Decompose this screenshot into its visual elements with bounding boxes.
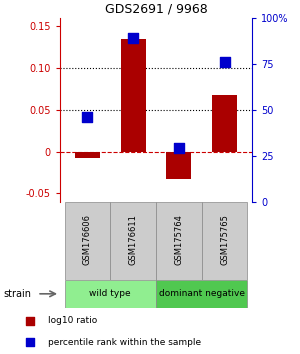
Bar (212, 95, 237, 152)
Text: dominant negative: dominant negative (159, 289, 245, 298)
Text: wild type: wild type (89, 289, 131, 298)
Bar (166, 152, 191, 179)
Text: strain: strain (3, 289, 31, 299)
Text: log10 ratio: log10 ratio (48, 316, 97, 325)
Bar (156, 202, 202, 280)
Text: GSM176606: GSM176606 (83, 214, 92, 265)
Text: GSM175764: GSM175764 (174, 214, 183, 264)
Point (176, 145, 181, 151)
Bar (64, 280, 156, 308)
Bar (110, 202, 156, 280)
Bar (202, 202, 248, 280)
Point (85, 114, 90, 120)
Bar (156, 280, 248, 308)
Bar (64, 202, 110, 280)
Point (222, 59, 227, 65)
Title: GDS2691 / 9968: GDS2691 / 9968 (105, 2, 207, 15)
Point (28, 318, 32, 324)
Text: percentile rank within the sample: percentile rank within the sample (48, 338, 201, 347)
Point (131, 35, 136, 41)
Bar (75, 152, 100, 158)
Text: GSM176611: GSM176611 (129, 214, 138, 264)
Point (28, 340, 32, 346)
Bar (121, 39, 146, 152)
Text: GSM175765: GSM175765 (220, 214, 229, 264)
